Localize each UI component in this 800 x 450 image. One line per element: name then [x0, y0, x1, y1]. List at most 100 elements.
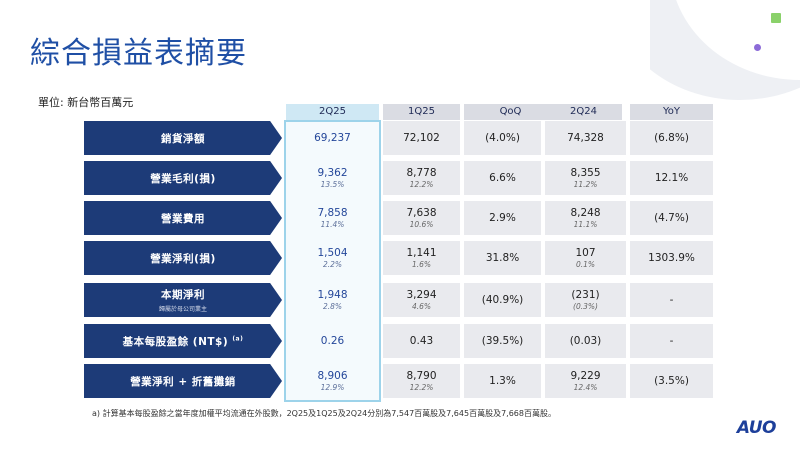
table-cell: 7,638 10.6%: [383, 201, 460, 235]
corner-decoration: [650, 0, 800, 118]
row-label: 營業淨利 + 折舊攤銷: [84, 364, 282, 398]
table-cell: 1303.9%: [630, 241, 713, 275]
cell-value: -: [669, 294, 674, 306]
table-cell: 9,362 13.5%: [286, 161, 379, 195]
table-cell: 3,294 4.6%: [383, 283, 460, 317]
row-label: 營業淨利(損): [84, 241, 282, 275]
row-label-main: 銷貨淨額: [161, 132, 205, 145]
cell-margin: 1.6%: [411, 260, 432, 269]
table-cell: -: [630, 283, 713, 317]
cell-value: 107: [575, 247, 596, 259]
cell-value: 1,948: [317, 289, 348, 301]
cell-value: -: [669, 335, 674, 347]
table-cell: 6.6%: [464, 161, 541, 195]
row-label-main: 營業費用: [161, 212, 205, 225]
cell-value: 12.1%: [654, 172, 689, 184]
cell-value: 8,248: [570, 207, 601, 219]
cell-margin: 11.1%: [573, 220, 598, 229]
table-cell: 69,237: [286, 121, 379, 155]
table-row: 基本每股盈餘 (NT$) (a) 0.26 0.43 (39.5%) (0.03) -: [0, 324, 800, 358]
highlight-column: [284, 120, 381, 402]
cell-value: 9,229: [570, 370, 601, 382]
row-label: 本期淨利 歸屬於母公司業主: [84, 283, 282, 317]
cell-value: (6.8%): [654, 132, 689, 144]
cell-value: 8,906: [317, 370, 348, 382]
unit-label: 單位: 新台幣百萬元: [38, 96, 134, 109]
column-header-qoq: QoQ: [464, 104, 557, 120]
page-title: 綜合損益表摘要: [30, 36, 247, 71]
table-row: 本期淨利 歸屬於母公司業主 1,948 2.8% 3,294 4.6% (40.9%) (23…: [0, 283, 800, 317]
table-cell: (4.0%): [464, 121, 541, 155]
cell-value: (231): [571, 289, 600, 301]
cell-margin: 10.6%: [409, 220, 434, 229]
cell-value: 1303.9%: [648, 252, 695, 264]
column-header-2q24: 2Q24: [545, 104, 622, 120]
cell-margin: 12.4%: [573, 383, 598, 392]
cell-value: 1,504: [317, 247, 348, 259]
cell-value: 8,778: [406, 167, 437, 179]
table-cell: 0.43: [383, 324, 460, 358]
table-cell: -: [630, 324, 713, 358]
table-cell: 72,102: [383, 121, 460, 155]
row-label-text: 銷貨淨額: [161, 131, 205, 146]
purple-dot-icon: [754, 44, 761, 51]
cell-margin: 0.1%: [575, 260, 596, 269]
row-label-main: 營業毛利(損): [150, 172, 216, 185]
table-cell: 8,248 11.1%: [545, 201, 626, 235]
table-cell: 8,790 12.2%: [383, 364, 460, 398]
cell-value: 1.3%: [489, 375, 516, 387]
row-label-text: 本期淨利: [161, 287, 205, 302]
table-cell: 1,141 1.6%: [383, 241, 460, 275]
table-cell: 8,906 12.9%: [286, 364, 379, 398]
cell-value: 8,355: [570, 167, 601, 179]
cell-margin: 2.2%: [322, 260, 343, 269]
table-cell: 1,504 2.2%: [286, 241, 379, 275]
cell-margin: 12.2%: [409, 180, 434, 189]
cell-value: 31.8%: [485, 252, 520, 264]
table-row: 營業淨利(損) 1,504 2.2% 1,141 1.6% 31.8% 107 0.1% 130…: [0, 241, 800, 275]
cell-value: 7,858: [317, 207, 348, 219]
cell-value: 9,362: [317, 167, 348, 179]
cell-value: 2.9%: [489, 212, 516, 224]
table-row: 營業毛利(損) 9,362 13.5% 8,778 12.2% 6.6% 8,355 11.2…: [0, 161, 800, 195]
footnote: a) 計算基本每股盈餘之當年度加權平均流通在外股數，2Q25及1Q25及2Q24…: [92, 409, 556, 418]
row-label-text: 營業毛利(損): [150, 171, 216, 186]
cell-value: (4.7%): [654, 212, 689, 224]
cell-value: (3.5%): [654, 375, 689, 387]
table-row: 營業費用 7,858 11.4% 7,638 10.6% 2.9% 8,248 11.1% (4…: [0, 201, 800, 235]
auo-logo: AUO: [736, 418, 777, 438]
table-cell: 74,328: [545, 121, 626, 155]
cell-margin: (0.3%): [573, 302, 598, 311]
cell-value: 7,638: [406, 207, 437, 219]
cell-value: 72,102: [403, 132, 440, 144]
table-cell: 107 0.1%: [545, 241, 626, 275]
column-header-1q25: 1Q25: [383, 104, 460, 120]
table-cell: 8,778 12.2%: [383, 161, 460, 195]
table-cell: (231) (0.3%): [545, 283, 626, 317]
cell-margin: 12.2%: [409, 383, 434, 392]
footnote-marker: (a): [232, 335, 244, 342]
cell-margin: 2.8%: [322, 302, 343, 311]
cell-value: 8,790: [406, 370, 437, 382]
cell-value: 74,328: [567, 132, 604, 144]
cell-value: (39.5%): [481, 335, 524, 347]
table-cell: 9,229 12.4%: [545, 364, 626, 398]
table-cell: 2.9%: [464, 201, 541, 235]
table-cell: 1,948 2.8%: [286, 283, 379, 317]
table-cell: (0.03): [545, 324, 626, 358]
cell-value: (4.0%): [485, 132, 520, 144]
column-headers: 2Q25 1Q25 QoQ 2Q24 YoY: [0, 104, 800, 120]
cell-value: 0.26: [320, 335, 345, 347]
cell-margin: 4.6%: [411, 302, 432, 311]
row-label-text: 營業淨利(損): [150, 251, 216, 266]
table-cell: 1.3%: [464, 364, 541, 398]
table-cell: (40.9%): [464, 283, 541, 317]
table-cell: (3.5%): [630, 364, 713, 398]
cell-value: 3,294: [406, 289, 437, 301]
table-row: 營業淨利 + 折舊攤銷 8,906 12.9% 8,790 12.2% 1.3% 9,229…: [0, 364, 800, 398]
column-header-yoy: YoY: [630, 104, 713, 120]
table-cell: (6.8%): [630, 121, 713, 155]
row-label-main: 營業淨利(損): [150, 252, 216, 265]
row-label: 營業費用: [84, 201, 282, 235]
table-cell: (39.5%): [464, 324, 541, 358]
